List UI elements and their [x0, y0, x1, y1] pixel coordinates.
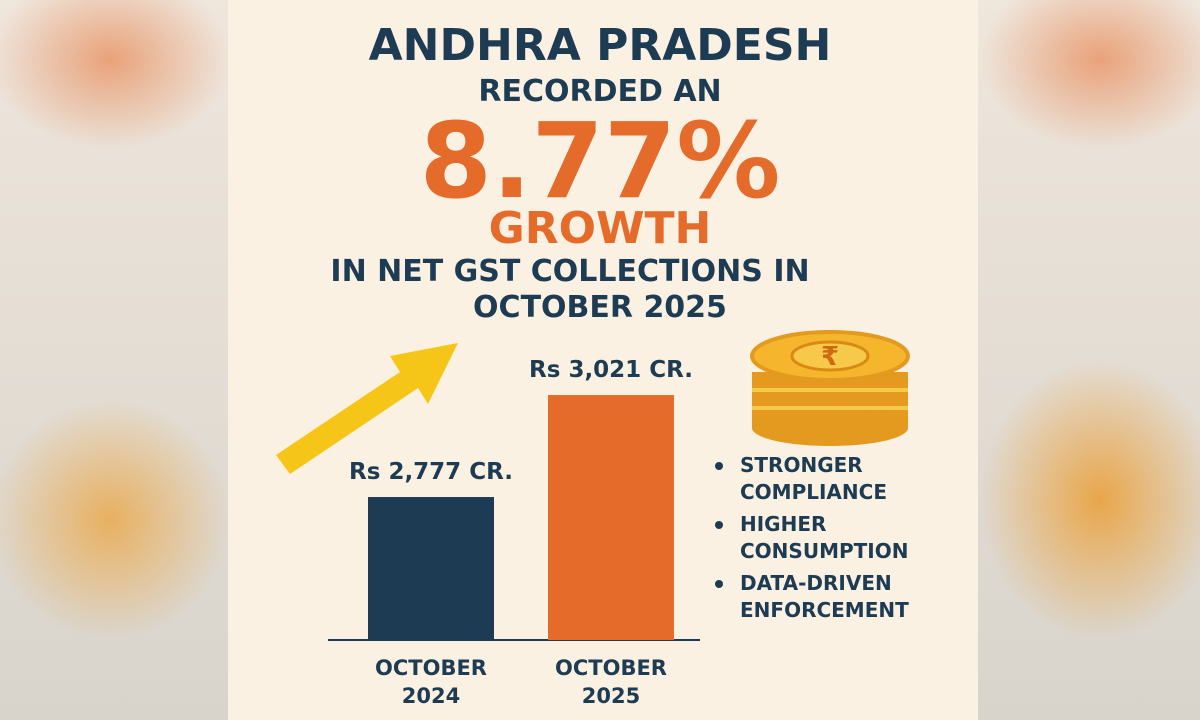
title: ANDHRA PRADESH [368, 20, 832, 71]
x-tick-label: OCTOBER 2024 [375, 656, 487, 708]
bullet-text: DATA-DRIVEN ENFORCEMENT [740, 571, 909, 622]
subtitle: RECORDED AN [478, 74, 722, 109]
figure: 8.77% [419, 100, 781, 222]
coin-symbol: ₹ [821, 342, 839, 372]
bullet-text: HIGHER CONSUMPTION [740, 512, 909, 563]
subtitle: IN NET GST COLLECTIONS IN [330, 254, 810, 289]
bar [368, 497, 494, 640]
value-label: Rs 2,777 CR. [349, 459, 513, 486]
coins: ₹ [750, 330, 910, 446]
arrow [276, 343, 458, 474]
subtitle: OCTOBER 2025 [473, 290, 727, 325]
bullet-text: STRONGER COMPLIANCE [740, 453, 887, 504]
growth: GROWTH [488, 203, 712, 254]
value-label: Rs 3,021 CR. [529, 357, 693, 384]
bullet-dot [715, 462, 723, 470]
bullet-dot [715, 580, 723, 588]
bar [548, 395, 674, 640]
bullet-dot [715, 521, 723, 529]
x-tick-label: OCTOBER 2025 [555, 656, 667, 708]
